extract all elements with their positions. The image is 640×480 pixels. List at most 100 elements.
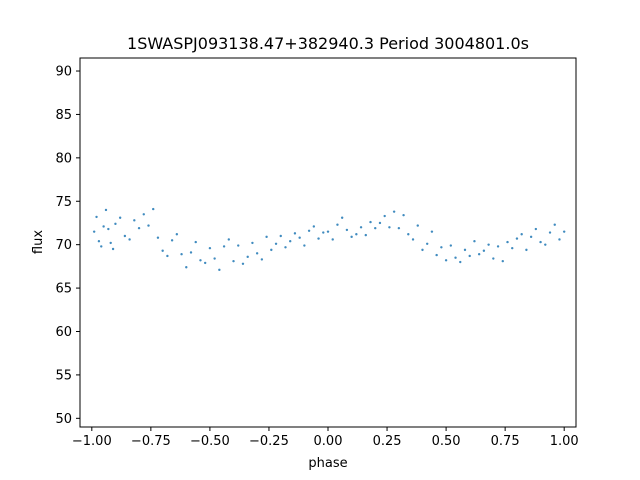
data-point (222, 245, 226, 248)
data-point (107, 227, 110, 231)
data-point (298, 236, 301, 239)
data-point (558, 238, 561, 241)
data-point (293, 232, 297, 235)
data-point (440, 246, 443, 249)
data-point (194, 240, 197, 244)
data-point (520, 233, 523, 236)
x-tick-label: 0.25 (373, 434, 402, 449)
data-point (359, 226, 363, 229)
data-point (128, 238, 131, 241)
data-point (152, 207, 155, 211)
y-tick-label: 85 (55, 108, 72, 123)
data-point (114, 222, 117, 226)
x-axis: −1.00 −0.75 −0.50 −0.25 0.00 0.25 0.50 0.75 1.00 (72, 427, 579, 449)
data-point (477, 253, 481, 256)
data-point (189, 251, 193, 254)
x-tick-label: 0.50 (432, 434, 461, 449)
data-point (104, 208, 108, 212)
data-point (496, 245, 500, 248)
data-point (511, 246, 514, 250)
data-point (336, 223, 339, 226)
data-point (548, 231, 552, 234)
data-point (525, 248, 528, 252)
data-point (355, 233, 358, 236)
data-point (444, 259, 448, 262)
data-point (388, 226, 391, 229)
data-point (383, 214, 386, 218)
data-point (284, 246, 287, 249)
data-point (241, 262, 245, 265)
data-point (326, 230, 330, 233)
x-tick-label: −0.75 (131, 434, 171, 449)
data-point (369, 220, 372, 224)
data-point (213, 257, 216, 260)
data-point (449, 244, 453, 247)
data-point (317, 237, 320, 240)
x-axis-label: phase (308, 456, 347, 471)
data-point (544, 243, 547, 246)
data-point (279, 234, 282, 238)
data-point (137, 226, 141, 230)
data-point (534, 227, 538, 231)
chart-title: 1SWASPJ093138.47+382940.3 Period 3004801… (127, 34, 529, 53)
x-tick-label: −0.50 (190, 434, 230, 449)
data-point (303, 244, 306, 247)
data-point (270, 248, 273, 252)
data-point (166, 254, 169, 258)
data-point (454, 256, 457, 259)
y-tick-label: 55 (55, 368, 72, 383)
data-point (92, 230, 96, 233)
data-point (289, 240, 292, 243)
data-point (274, 242, 278, 245)
data-point (232, 259, 235, 263)
data-point (199, 259, 202, 262)
data-point (506, 240, 509, 244)
data-point (529, 235, 533, 239)
data-point (102, 225, 105, 228)
y-tick-label: 65 (55, 282, 72, 297)
data-point (246, 255, 249, 259)
data-point (312, 225, 316, 228)
data-point (123, 234, 127, 238)
data-point (407, 233, 410, 236)
data-point (487, 243, 490, 246)
y-axis: 50 55 60 65 70 75 80 85 90 (55, 65, 80, 427)
y-tick-label: 50 (55, 412, 72, 427)
data-point (133, 219, 136, 222)
y-axis-label: flux (31, 230, 46, 254)
data-point (156, 236, 160, 239)
data-point (331, 238, 334, 241)
data-point (142, 213, 145, 216)
data-point (227, 238, 230, 241)
data-point (374, 226, 377, 230)
data-point (392, 210, 396, 213)
x-tick-label: 0.75 (491, 434, 520, 449)
data-point (251, 241, 254, 245)
data-point (255, 252, 259, 255)
data-point (364, 233, 367, 237)
data-point (435, 253, 438, 257)
data-point (378, 221, 382, 225)
data-point (501, 259, 504, 263)
data-point (147, 224, 150, 227)
data-point (307, 229, 311, 232)
data-point (118, 216, 122, 219)
y-tick-label: 60 (55, 325, 72, 340)
data-point (100, 245, 103, 248)
data-point (468, 254, 471, 258)
data-point (350, 235, 353, 239)
data-point (553, 223, 556, 226)
data-point (562, 230, 566, 233)
data-point (426, 242, 429, 245)
data-point (482, 249, 486, 252)
data-point (260, 258, 264, 261)
data-point (185, 266, 188, 269)
data-point (416, 224, 419, 227)
data-point (397, 226, 401, 230)
y-tick-label: 80 (55, 151, 72, 166)
x-tick-label: 0.00 (314, 434, 343, 449)
data-point (161, 249, 164, 252)
data-point (345, 228, 349, 232)
